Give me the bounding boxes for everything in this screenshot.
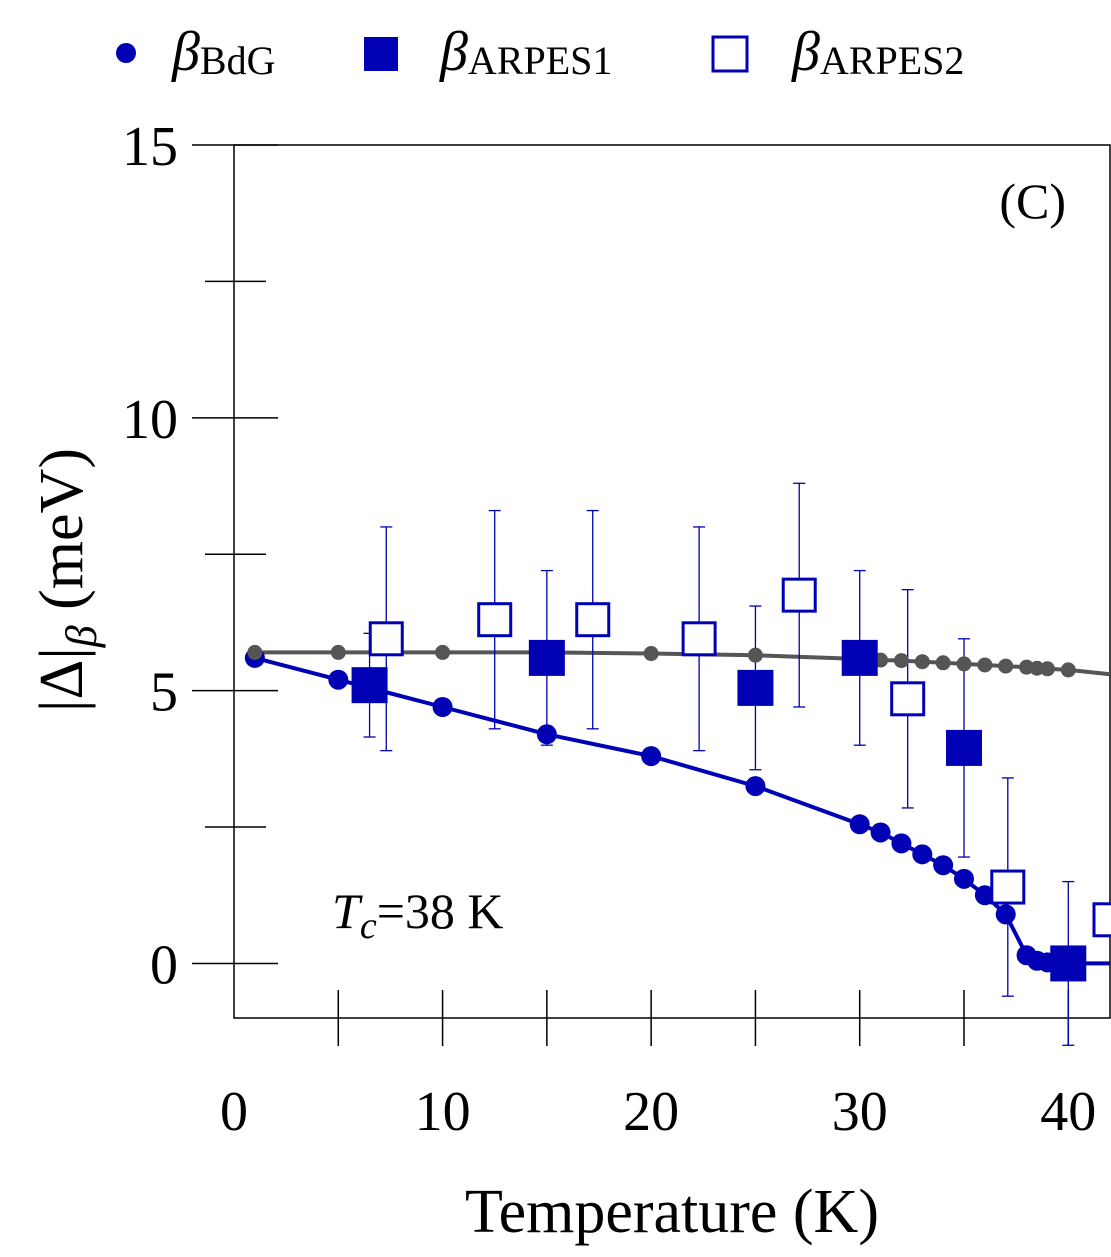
arpes2-point <box>990 869 1026 905</box>
arpes2-point <box>1092 902 1111 938</box>
tc-annotation: Tc=38 K <box>332 883 504 947</box>
gray-point <box>1039 661 1055 677</box>
y-axis-title: |Δ|β (meV) <box>28 448 106 712</box>
arpes2-point <box>477 602 513 638</box>
arpes2-point <box>681 621 717 657</box>
gray-point <box>247 644 263 660</box>
arpes1-point <box>1050 945 1087 982</box>
x-axis: 0 10 20 30 40 <box>220 990 1096 1143</box>
legend-marker-arpes2 <box>711 35 749 73</box>
bdg-point <box>912 844 933 865</box>
gray-point <box>977 657 993 673</box>
gray-point <box>435 644 451 660</box>
legend-label-bdg: βBdG <box>171 21 275 83</box>
legend-marker-bdg <box>116 43 136 63</box>
bdg-point <box>995 904 1016 925</box>
arpes1-point <box>841 639 878 676</box>
gray-point <box>998 658 1014 674</box>
bdg-point <box>954 868 974 889</box>
bdg-point <box>933 855 954 876</box>
plot-frame <box>233 144 1111 1019</box>
arpes1-point <box>946 729 982 766</box>
gray-point <box>893 653 909 669</box>
y-tick-label: 0 <box>150 934 178 996</box>
y-tick-label: 15 <box>122 116 178 178</box>
gray-point <box>643 646 659 662</box>
gray-point <box>330 644 346 660</box>
x-tick-label: 20 <box>623 1081 679 1143</box>
x-tick-label: 40 <box>1040 1081 1096 1143</box>
arpes1-point <box>351 667 388 704</box>
arpes1-point <box>528 639 565 676</box>
bdg-point <box>641 746 662 767</box>
bdg-point <box>432 696 453 717</box>
x-tick-label: 0 <box>220 1081 248 1143</box>
legend-marker-arpes1 <box>364 37 398 71</box>
x-axis-title: Temperature (K) <box>465 1178 879 1246</box>
bdg-point <box>849 814 870 835</box>
x-tick-label: 30 <box>832 1081 888 1143</box>
arpes2-point <box>575 602 611 638</box>
data-points <box>244 577 1111 982</box>
gray-point <box>747 647 763 663</box>
bdg-point <box>870 822 891 843</box>
x-tick-label: 10 <box>415 1081 471 1143</box>
y-axis: 0 5 10 15 <box>122 116 278 996</box>
arpes2-point <box>368 621 404 657</box>
y-tick-label: 10 <box>122 389 178 451</box>
arpes2-point <box>781 577 817 613</box>
bdg-point <box>328 669 349 690</box>
bdg-point <box>536 724 557 745</box>
gray-point <box>1060 662 1076 678</box>
legend-label-arpes2: βARPES2 <box>791 21 964 83</box>
arpes1-point <box>737 669 774 706</box>
arpes2-point <box>890 681 926 717</box>
bdg-point <box>974 885 995 906</box>
bdg-point <box>891 833 912 854</box>
legend-label-arpes1: βARPES1 <box>439 21 612 83</box>
bdg-point <box>745 776 766 797</box>
y-tick-label: 5 <box>150 662 178 724</box>
gray-point <box>914 654 930 670</box>
panel-label: (C) <box>999 173 1066 229</box>
gray-point <box>935 655 951 671</box>
legend: βBdG βARPES1 βARPES2 <box>116 21 964 83</box>
gray-point <box>956 656 972 672</box>
